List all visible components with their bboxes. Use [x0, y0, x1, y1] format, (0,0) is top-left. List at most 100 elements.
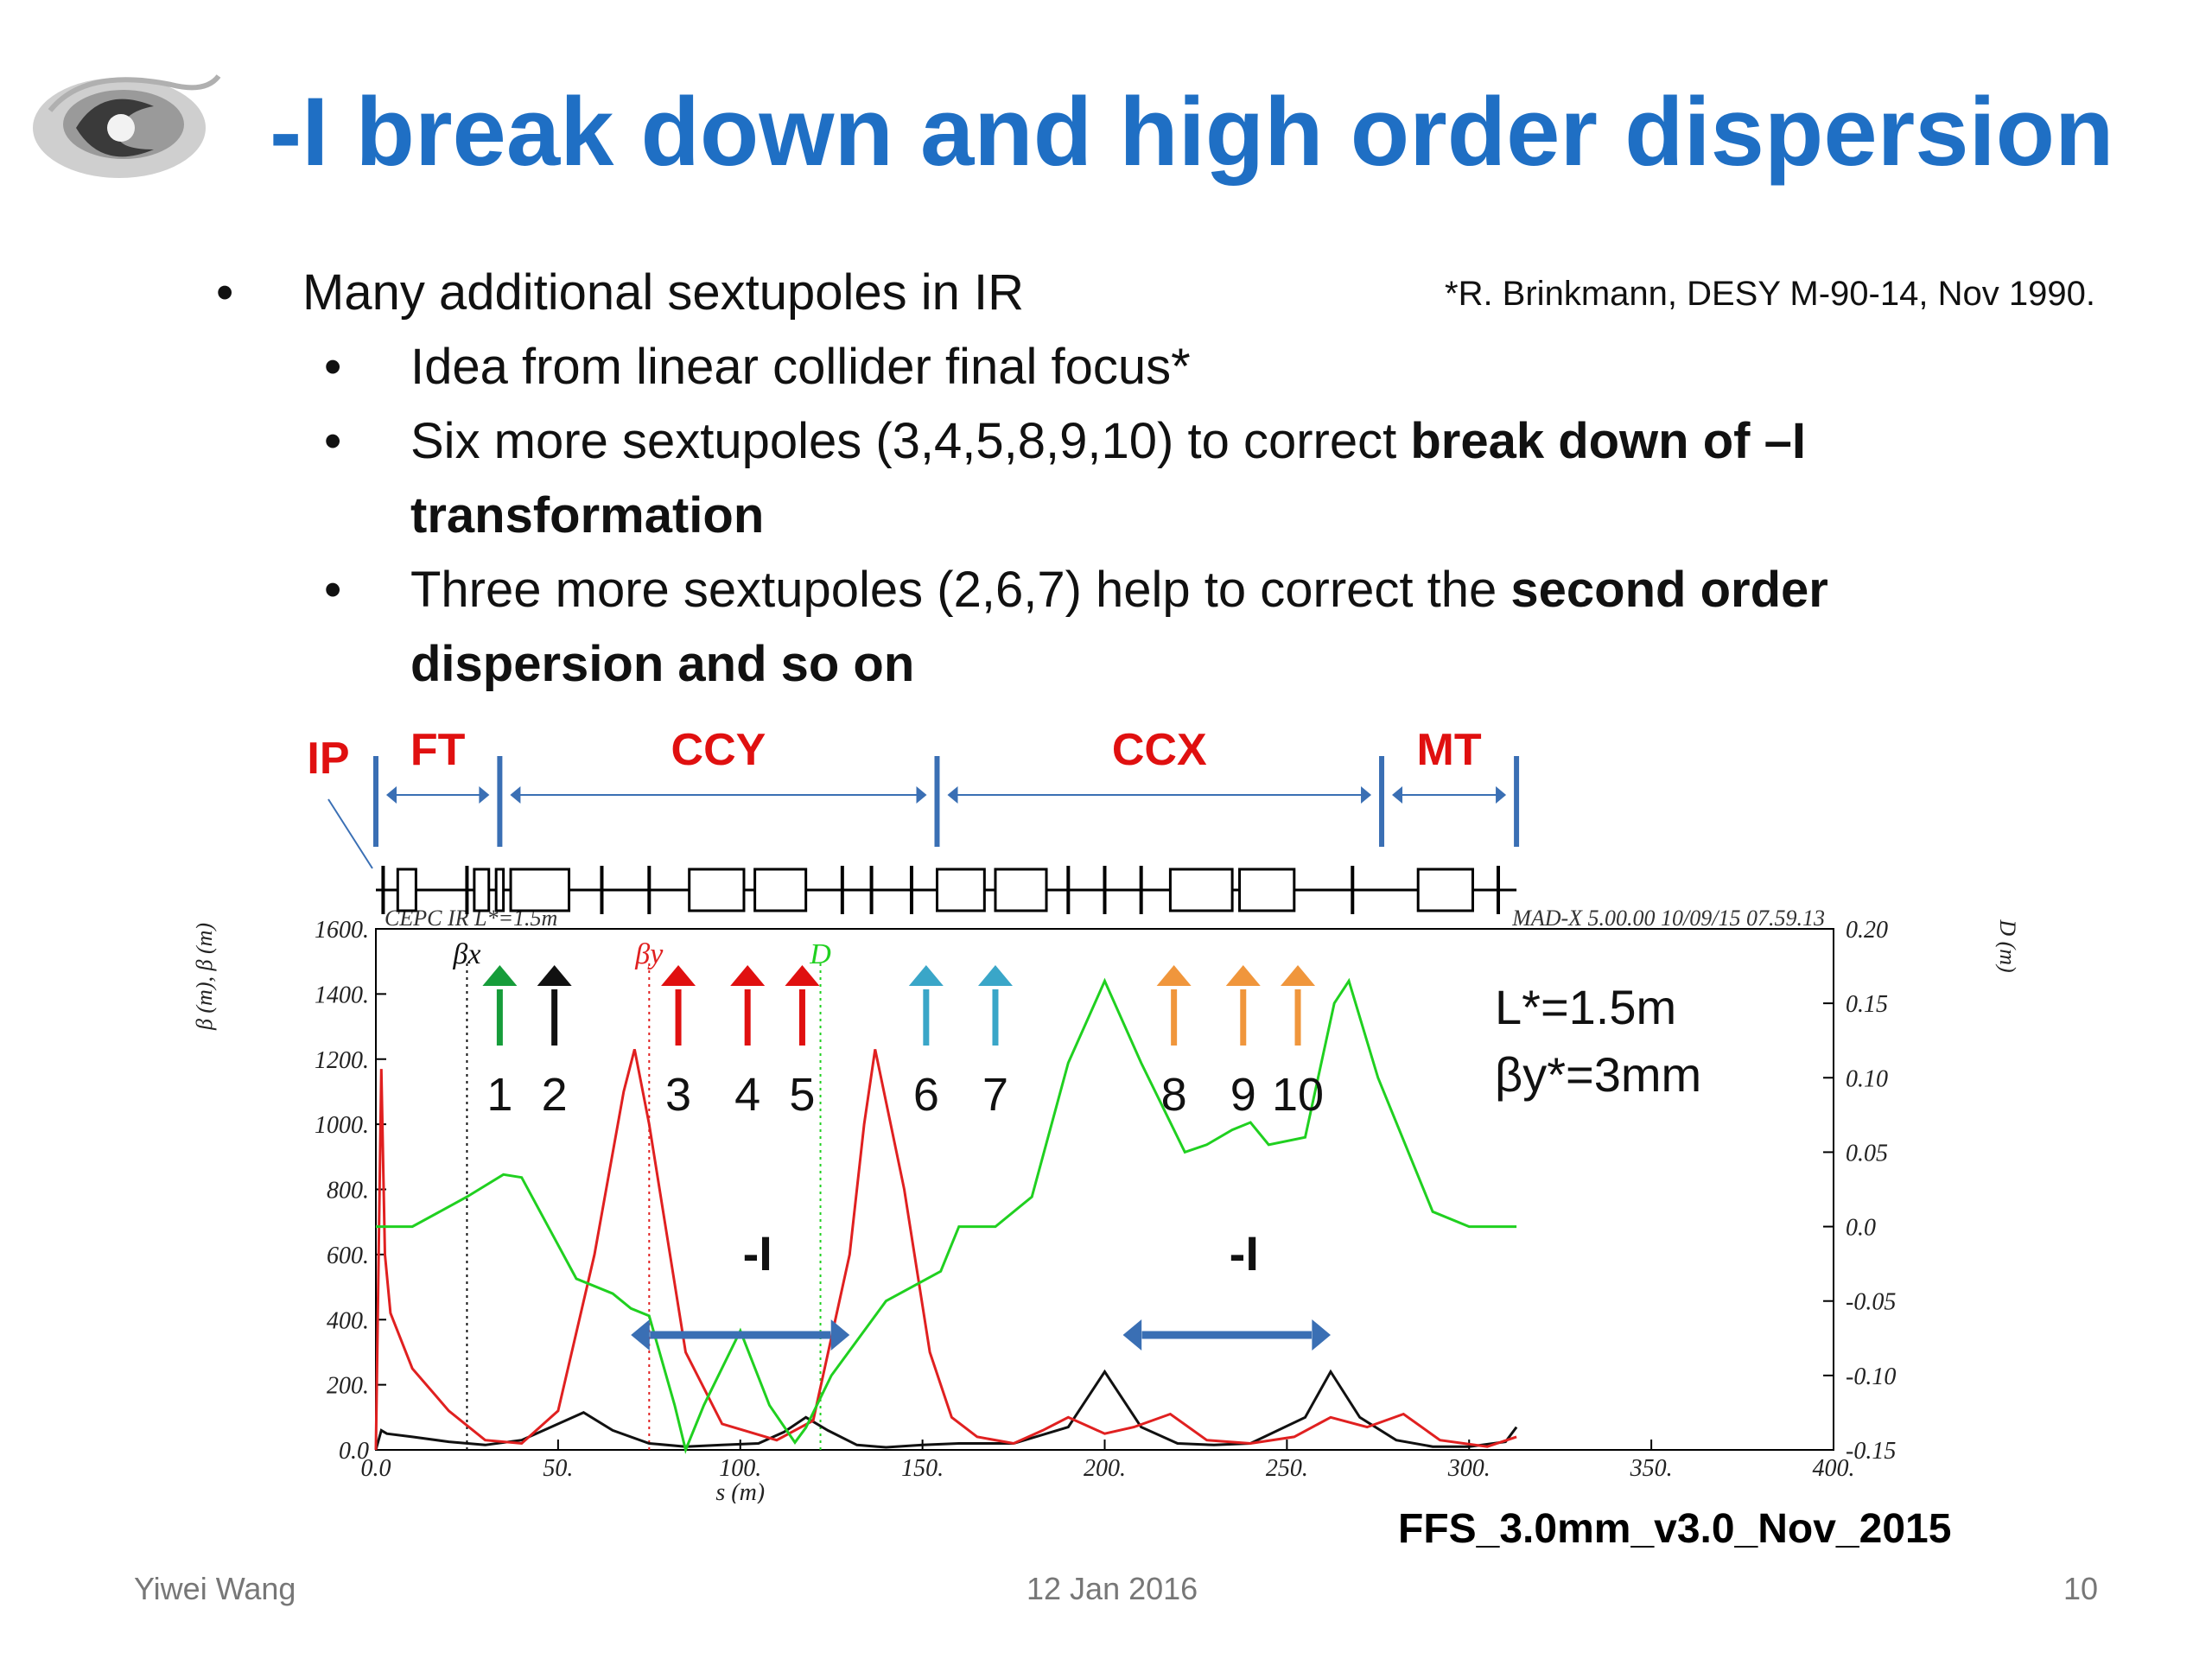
- x-tick-label: 300.: [1447, 1455, 1491, 1482]
- sextupole-label: 8: [1161, 1069, 1187, 1121]
- y-left-tick-label: 800.: [327, 1178, 369, 1205]
- section-span-head: [916, 786, 927, 804]
- reference-note: *R. Brinkmann, DESY M-90-14, Nov 1990.: [1445, 275, 2095, 313]
- lattice-magnet: [1416, 868, 1474, 912]
- institute-logo: [33, 74, 221, 178]
- legend-label: βy: [634, 938, 664, 970]
- minus-i-arrow-head: [830, 1319, 850, 1351]
- section-label-ip: IP: [307, 734, 349, 784]
- lattice-magnet: [494, 868, 505, 912]
- sextupole-arrow-head: [730, 965, 766, 986]
- parameter-annotation: L*=1.5m: [1495, 980, 1676, 1034]
- sextupole-arrow-head: [977, 965, 1013, 986]
- sextupole-arrow-head: [908, 965, 944, 986]
- y-left-tick-label: 1200.: [315, 1047, 369, 1074]
- y-right-tick-label: 0.0: [1846, 1215, 1876, 1242]
- lattice-magnet: [1168, 868, 1234, 912]
- legend-label: βx: [452, 938, 480, 970]
- section-label: CCY: [671, 725, 766, 775]
- lattice-magnet: [509, 868, 571, 912]
- y-right-tick-label: 0.05: [1846, 1140, 1888, 1166]
- minus-i-label: -I: [1230, 1226, 1259, 1281]
- sextupole-arrow-head: [482, 965, 518, 986]
- y-right-tick-label: 0.20: [1846, 917, 1888, 944]
- sub-bullet-3-text: Three more sextupoles (2,6,7) help to co…: [410, 562, 1511, 618]
- x-tick-label: 100.: [719, 1455, 761, 1482]
- y-left-tick-label: 1600.: [315, 917, 369, 944]
- sub-bullet-2-text: Six more sextupoles (3,4,5,8,9,10) to co…: [410, 413, 1411, 469]
- x-tick-label: 0.0: [361, 1455, 391, 1482]
- y-right-tick-label: 0.15: [1846, 991, 1888, 1018]
- sextupole-label: 3: [665, 1069, 691, 1121]
- optics-chart: CEPC IR L*=1.5m MAD-X 5.00.00 10/09/15 07…: [192, 725, 2020, 1503]
- plot-header-right: MAD-X 5.00.00 10/09/15 07.59.13: [1511, 906, 1825, 931]
- minus-i-arrow-head: [1122, 1319, 1142, 1351]
- legend-label: D: [809, 938, 831, 970]
- y-left-axis-label: β (m), β (m): [192, 923, 217, 1031]
- series-line: [374, 1369, 1518, 1451]
- bullet-dot: •: [324, 413, 342, 469]
- lattice-magnet: [1238, 868, 1296, 912]
- sub-bullet-1: • Idea from linear collider final focus*: [207, 330, 2022, 404]
- sextupole-arrow-head: [785, 965, 820, 986]
- sextupole-arrow-head: [661, 965, 696, 986]
- footer-author: Yiwei Wang: [134, 1571, 296, 1606]
- x-tick-label: 200.: [1084, 1455, 1126, 1482]
- bullet-dot: •: [324, 562, 342, 618]
- parameter-annotation: βy*=3mm: [1495, 1047, 1701, 1102]
- sextupole-label: 6: [913, 1069, 939, 1121]
- minus-i-arrow-head: [1312, 1319, 1331, 1351]
- section-label: CCX: [1112, 725, 1207, 775]
- y-right-tick-label: -0.05: [1846, 1289, 1896, 1316]
- sub-bullet-3-bold: second order dispersion and so on: [410, 562, 1828, 692]
- y-left-tick-label: 200.: [327, 1373, 369, 1400]
- lattice-magnet: [994, 868, 1048, 912]
- ip-pointer-line: [327, 798, 373, 869]
- sextupole-label: 1: [486, 1069, 512, 1121]
- sextupole-label: 2: [542, 1069, 568, 1121]
- lattice-magnet: [753, 868, 808, 912]
- footer-page: 10: [2063, 1571, 2099, 1606]
- sextupole-label: 10: [1272, 1069, 1324, 1121]
- section-span-head: [510, 786, 521, 804]
- slide-title: -I break down and high order dispersion: [270, 78, 2114, 186]
- lattice-name: FFS_3.0mm_v3.0_Nov_2015: [1398, 1506, 1952, 1552]
- sextupole-label: 7: [982, 1069, 1008, 1121]
- section-span-head: [1361, 786, 1372, 804]
- sub-bullet-3: • Three more sextupoles (2,6,7) help to c…: [207, 553, 2022, 702]
- minus-i-arrow-head: [631, 1319, 650, 1351]
- y-left-tick-label: 0.0: [339, 1438, 369, 1465]
- section-span-head: [1496, 786, 1507, 804]
- series-line: [376, 977, 1517, 1454]
- x-tick-label: 150.: [901, 1455, 944, 1482]
- x-tick-label: 350.: [1630, 1455, 1673, 1482]
- y-left-tick-label: 600.: [327, 1243, 369, 1269]
- footer-date: 12 Jan 2016: [1027, 1571, 1198, 1606]
- bullet-main-text: Many additional sextupoles in IR: [302, 264, 1025, 321]
- sextupole-arrow-head: [537, 965, 572, 986]
- bullet-dot: •: [324, 339, 342, 395]
- x-tick-label: 400.: [1813, 1455, 1855, 1482]
- sub-bullet-2-bold: break down of –I transformation: [410, 413, 1806, 543]
- y-right-tick-label: 0.10: [1846, 1065, 1888, 1092]
- bullet-dot: •: [216, 264, 234, 321]
- sextupole-label: 5: [789, 1069, 815, 1121]
- y-right-tick-label: -0.15: [1846, 1438, 1896, 1465]
- y-right-tick-label: -0.10: [1846, 1363, 1896, 1390]
- lattice-magnet: [688, 868, 746, 912]
- sub-bullet-2: • Six more sextupoles (3,4,5,8,9,10) to c…: [207, 404, 2022, 553]
- section-span-head: [1392, 786, 1403, 804]
- section-span-head: [479, 786, 490, 804]
- x-tick-label: 250.: [1266, 1455, 1308, 1482]
- series-line: [374, 1049, 1517, 1451]
- x-tick-label: 50.: [543, 1455, 573, 1482]
- sextupole-label: 9: [1230, 1069, 1256, 1121]
- minus-i-label: -I: [743, 1226, 772, 1281]
- bullet-list: • Many additional sextupoles in IR • Idea …: [207, 256, 2022, 702]
- bullet-main: • Many additional sextupoles in IR: [207, 256, 2022, 330]
- lattice-magnet: [935, 868, 986, 912]
- sub-bullet-1-text: Idea from linear collider final focus*: [410, 339, 1191, 395]
- sextupole-arrow-head: [1281, 965, 1316, 986]
- sextupole-arrow-head: [1156, 965, 1192, 986]
- x-axis-label: s (m): [715, 1479, 765, 1503]
